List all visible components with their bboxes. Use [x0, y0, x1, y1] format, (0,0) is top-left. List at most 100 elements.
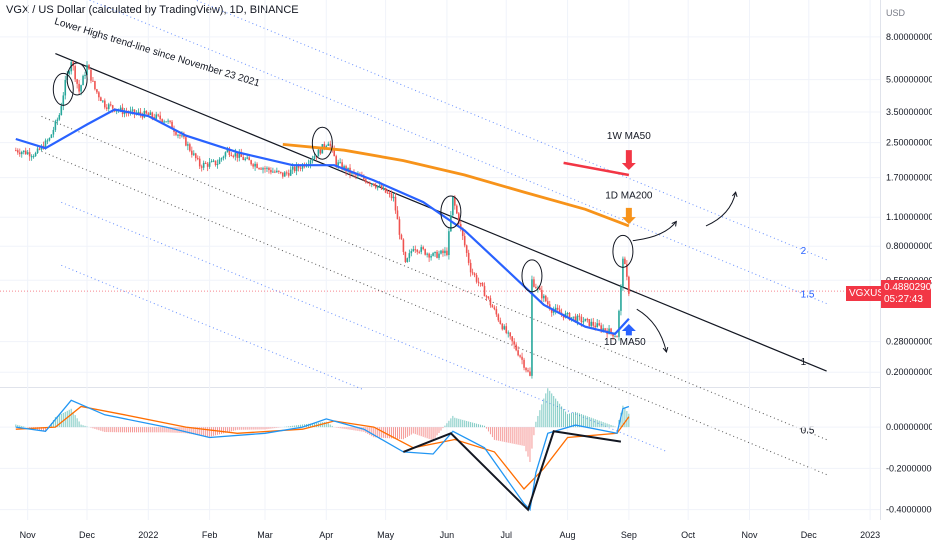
candle-body [376, 186, 379, 188]
candle-body [84, 74, 86, 76]
annotations: Lower Highs trend-line since November 23… [52, 16, 738, 353]
candle-body [420, 247, 423, 252]
candle-body [448, 231, 450, 256]
candle-body [374, 185, 377, 188]
candle-body [216, 164, 219, 166]
candle-body [22, 150, 25, 153]
candle-body [240, 152, 243, 158]
candle-body [281, 172, 284, 177]
projection-arrowhead [732, 191, 738, 198]
candle-body [406, 258, 409, 263]
candle-body [378, 185, 381, 187]
macd-line [15, 399, 630, 512]
candle-body [111, 105, 114, 109]
candle-body [38, 148, 41, 150]
candle-body [230, 154, 233, 156]
candle-body [179, 134, 181, 136]
candle-body [333, 148, 336, 157]
candle-body [622, 258, 624, 287]
candle-body [68, 71, 71, 74]
candle-body [175, 131, 177, 135]
candle-body [600, 325, 602, 331]
candle-body [525, 367, 527, 371]
candle-body [64, 79, 67, 96]
ma-50-label: 1D MA50 [604, 337, 646, 348]
candle-body [104, 100, 106, 108]
candle-body [456, 205, 458, 214]
candle-body [461, 227, 464, 237]
candle-body [56, 119, 59, 122]
candle-body [92, 80, 94, 82]
candle-body [618, 310, 620, 337]
candle-body [365, 179, 367, 183]
candle-body [272, 171, 274, 173]
price-tick-label: 0.20000000 [886, 367, 932, 377]
candle-body [224, 152, 227, 157]
price-tick-label: 5.00000000 [886, 75, 932, 85]
candle-body [26, 152, 29, 155]
candle-body [204, 162, 207, 164]
candle-body [450, 215, 452, 232]
candle-body [566, 312, 569, 314]
candle-body [226, 149, 229, 153]
candle-body [509, 332, 512, 337]
candle-body [299, 167, 302, 169]
candle-body [436, 251, 438, 258]
candle-body [414, 249, 417, 251]
candle-body [576, 315, 579, 322]
projection-arrow [705, 192, 737, 227]
time-tick-label: May [377, 530, 395, 540]
peak-circle [311, 126, 333, 160]
candle-body [256, 163, 258, 169]
candle-body [131, 109, 134, 111]
trendline-label: Lower Highs trend-line since November 23… [53, 16, 261, 89]
peak-circle [52, 72, 74, 106]
candle-body [232, 155, 235, 157]
candle-body [200, 166, 203, 168]
candle-body [598, 323, 600, 326]
candle-body [410, 251, 413, 254]
time-tick-label: Sep [621, 530, 637, 540]
candle-body [556, 307, 559, 310]
candle-body [370, 183, 373, 185]
candle-body [588, 319, 591, 326]
price-tick-label: 0.28000000 [886, 337, 932, 347]
candle-body [596, 323, 599, 328]
candle-body [426, 253, 428, 255]
time-tick-label: Nov [20, 530, 37, 540]
candle-body [283, 172, 286, 177]
candle-body [76, 79, 78, 84]
candle-body [309, 160, 312, 164]
macd-divergence-line [403, 430, 622, 512]
candle-body [323, 144, 326, 148]
candle-body [317, 149, 320, 157]
candle-body [444, 250, 446, 254]
candle-body [398, 219, 401, 235]
candle-body [214, 160, 217, 166]
candle-body [289, 169, 292, 176]
candle-body [34, 152, 37, 157]
channel-line [87, 0, 827, 305]
price-badge: 0.48802902 05:27:43 [881, 280, 932, 308]
candle-body [483, 285, 486, 297]
candle-body [604, 328, 606, 331]
candle-body [15, 150, 17, 152]
candle-body [519, 355, 521, 357]
candle-body [183, 135, 185, 138]
candle-body [94, 81, 96, 90]
candle-body [529, 371, 531, 376]
candle-body [626, 264, 628, 277]
candle-body [546, 301, 549, 305]
candle-body [501, 323, 504, 330]
candle-body [264, 168, 266, 170]
candle-body [177, 134, 179, 136]
time-tick-label: 2022 [138, 530, 158, 540]
candle-body [246, 157, 248, 159]
candle-body [493, 307, 496, 310]
candle-body [20, 152, 23, 155]
candle-body [533, 279, 535, 287]
candle-body [133, 109, 136, 114]
candle-body [335, 156, 337, 166]
pane-separator[interactable] [0, 387, 880, 388]
